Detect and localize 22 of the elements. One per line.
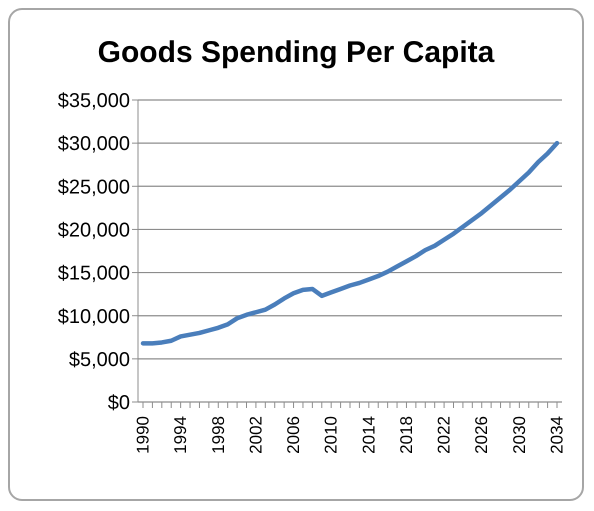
x-tick-label: 2034 (548, 416, 566, 454)
chart-title: Goods Spending Per Capita (96, 36, 496, 70)
x-tick-label: 2018 (396, 416, 416, 454)
y-tick-label: $35,000 (58, 90, 130, 112)
x-tick-label: 2010 (322, 416, 341, 454)
y-tick-label: $25,000 (58, 176, 130, 198)
x-tick-label: 2014 (359, 416, 378, 454)
x-tick-label: 1998 (208, 416, 228, 454)
x-tick-label: 1994 (171, 416, 190, 454)
y-tick-label: $10,000 (58, 306, 130, 328)
x-tick-label: 2030 (510, 416, 529, 454)
x-tick-label: 2006 (284, 416, 304, 454)
x-tick-label: 2022 (434, 416, 454, 454)
y-tick-label: $30,000 (58, 133, 130, 156)
x-tick-label: 2002 (246, 416, 266, 454)
x-tick-label: 1990 (134, 416, 152, 454)
y-tick-label: $5,000 (68, 348, 130, 371)
line-series (140, 140, 560, 346)
y-tick-label: $20,000 (58, 220, 130, 242)
y-tick-label: $15,000 (58, 262, 130, 285)
x-tick-label: 2026 (472, 416, 492, 454)
y-tick-label: $0 (108, 392, 130, 414)
